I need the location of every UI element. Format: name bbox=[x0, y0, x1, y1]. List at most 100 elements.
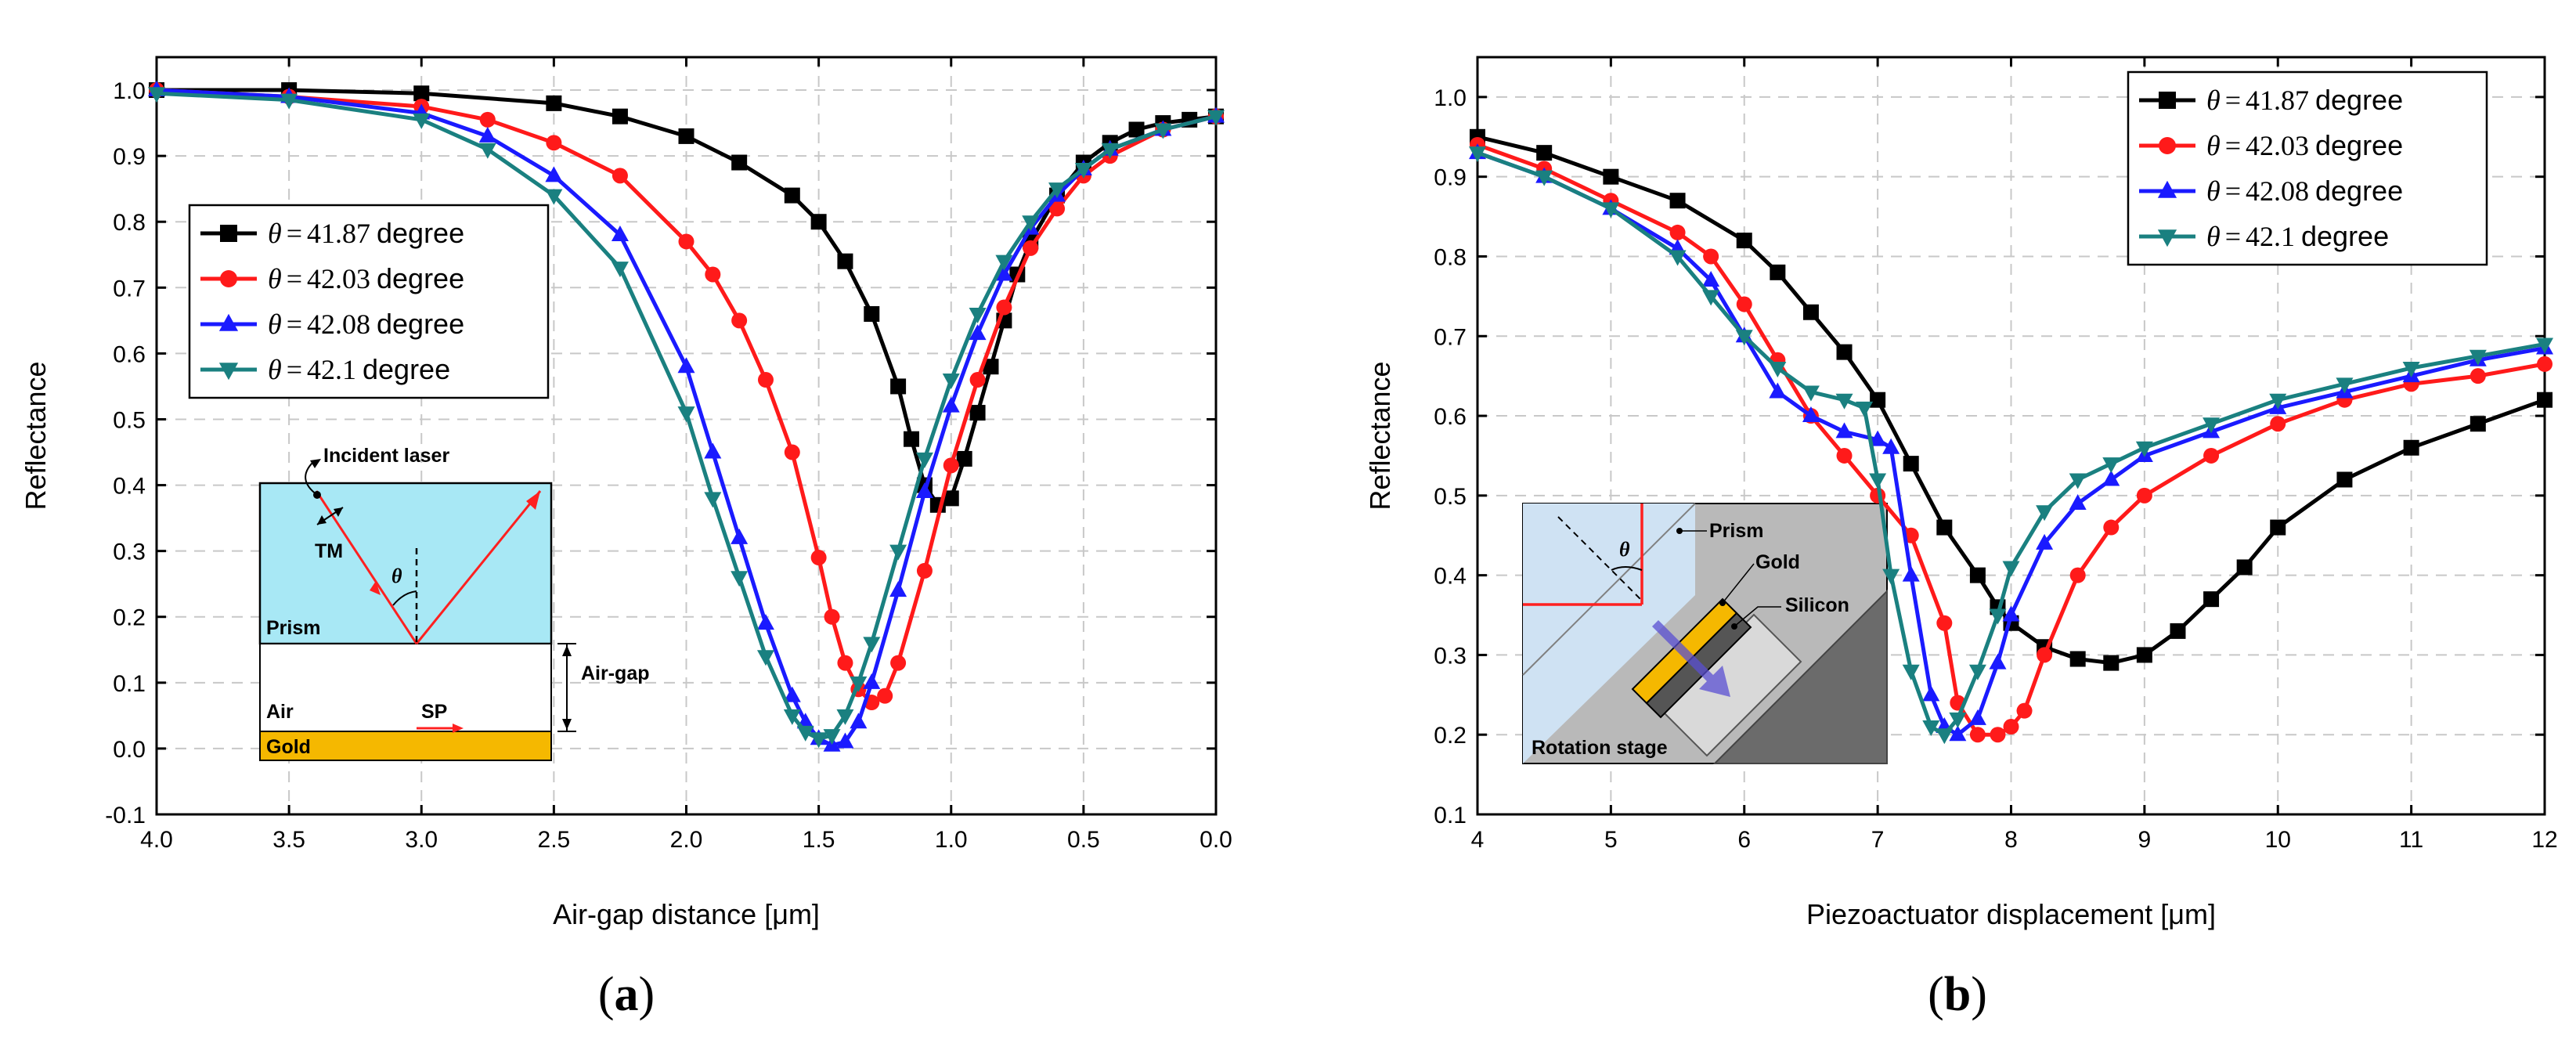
data-point bbox=[1049, 200, 1066, 217]
data-point bbox=[2069, 473, 2087, 489]
x-tick-label: 10 bbox=[2265, 827, 2291, 853]
y-tick-label: 1.0 bbox=[113, 78, 146, 104]
y-tick-label: -0.1 bbox=[105, 803, 146, 828]
x-tick-label: 1.5 bbox=[803, 827, 835, 853]
prism-region bbox=[1523, 504, 1695, 763]
legend-box bbox=[188, 204, 550, 399]
data-point bbox=[796, 725, 814, 742]
data-point bbox=[1023, 240, 1039, 256]
data-point bbox=[1602, 202, 1620, 218]
legend-marker bbox=[2157, 229, 2177, 247]
legend-theta: θ bbox=[2206, 175, 2221, 207]
data-point bbox=[1835, 422, 1853, 439]
legend-unit: degree bbox=[2301, 220, 2389, 252]
data-point bbox=[837, 253, 853, 269]
data-point bbox=[280, 93, 298, 110]
legend-marker bbox=[2159, 137, 2176, 154]
y-tick-label: 0.5 bbox=[113, 407, 146, 433]
x-tick-label: 2.0 bbox=[670, 827, 703, 853]
data-point bbox=[2203, 591, 2220, 608]
y-tick-label: 0.0 bbox=[113, 737, 146, 763]
data-point bbox=[1669, 193, 1686, 209]
data-point bbox=[612, 168, 628, 184]
data-point bbox=[1856, 401, 1874, 417]
y-tick-label: 0.8 bbox=[1434, 244, 1467, 270]
data-point bbox=[1802, 406, 1820, 423]
data-point bbox=[996, 299, 1012, 316]
y-tick-label: 0.3 bbox=[113, 540, 146, 565]
data-point bbox=[413, 113, 431, 129]
data-point bbox=[1968, 709, 1986, 725]
data-point bbox=[2069, 494, 2087, 511]
prism-face bbox=[1522, 503, 1696, 676]
legend-equals: = bbox=[287, 354, 302, 385]
data-point bbox=[969, 372, 986, 388]
normal-line bbox=[1557, 516, 1641, 600]
legend-value: 42.1 bbox=[307, 354, 356, 385]
data-point bbox=[784, 444, 800, 460]
data-point bbox=[2203, 417, 2221, 434]
inset-diagram: θ Prism Gold Silicon Rotation stage bbox=[1522, 503, 1888, 764]
legend-label: θ = 42.1 degree bbox=[268, 353, 450, 385]
data-point bbox=[890, 378, 907, 395]
data-point bbox=[1936, 615, 1953, 631]
motion-arrow bbox=[1652, 620, 1730, 697]
air-region bbox=[259, 643, 552, 732]
data-point bbox=[943, 490, 959, 507]
y-tick-label: 0.4 bbox=[1434, 564, 1467, 590]
theta-label: θ bbox=[391, 565, 402, 587]
data-point bbox=[1936, 519, 1953, 536]
y-tick-label: 1.0 bbox=[1434, 85, 1467, 111]
data-point bbox=[1535, 170, 1553, 186]
x-tick-label: 7 bbox=[1871, 827, 1885, 853]
data-point bbox=[545, 189, 563, 205]
legend-label: θ = 42.08 degree bbox=[268, 308, 464, 340]
data-point bbox=[2102, 457, 2120, 474]
data-point bbox=[2069, 651, 2086, 667]
data-point bbox=[756, 614, 774, 630]
airgap-arrowhead bbox=[562, 645, 572, 656]
panel-label-letter: a bbox=[615, 968, 639, 1021]
tm-arrowhead bbox=[317, 515, 327, 525]
data-point bbox=[2102, 470, 2120, 486]
data-point bbox=[545, 166, 563, 182]
data-point bbox=[2016, 702, 2033, 719]
data-point bbox=[1669, 224, 1686, 240]
legend-value: 42.08 bbox=[2246, 175, 2309, 207]
y-tick-label: 0.9 bbox=[1434, 165, 1467, 191]
prism-label: Prism bbox=[266, 617, 320, 639]
legend-unit: degree bbox=[377, 217, 464, 249]
x-tick-label: 8 bbox=[2004, 827, 2018, 853]
legend-marker bbox=[220, 225, 237, 242]
panel-label-open: ( bbox=[598, 968, 615, 1021]
legend-label: θ = 42.03 degree bbox=[268, 262, 464, 294]
data-point bbox=[478, 143, 496, 159]
data-point bbox=[1101, 143, 1119, 159]
data-point bbox=[677, 357, 695, 374]
data-point bbox=[1735, 330, 1753, 346]
data-point bbox=[810, 214, 827, 230]
legend-theta: θ bbox=[2206, 221, 2221, 252]
data-point bbox=[546, 135, 562, 151]
legend-unit: degree bbox=[377, 262, 464, 294]
data-point bbox=[546, 95, 562, 111]
data-point bbox=[2270, 416, 2286, 432]
data-point bbox=[1769, 361, 1787, 377]
data-point bbox=[1990, 727, 2006, 743]
data-point bbox=[678, 128, 695, 144]
legend-theta: θ bbox=[268, 354, 282, 385]
y-tick-label: 0.9 bbox=[113, 144, 146, 170]
y-tick-label: 0.7 bbox=[113, 276, 146, 301]
chart-panel-b: 4 5 6 7 8 9 10 11 12 0.1 0.2 0.3 0.4 0.5 0.6 0.7 0.8 0.9 1… bbox=[1364, 56, 2558, 1021]
data-point bbox=[1154, 123, 1172, 139]
data-point bbox=[2269, 393, 2287, 410]
data-point bbox=[2103, 655, 2120, 671]
legend-unit: degree bbox=[2315, 175, 2403, 207]
y-tick-label: 0.2 bbox=[1434, 723, 1467, 749]
data-point bbox=[1969, 727, 1986, 743]
series-triangle-down bbox=[1469, 146, 2553, 745]
legend-equals: = bbox=[287, 263, 302, 294]
data-point bbox=[942, 374, 960, 390]
data-point bbox=[479, 111, 496, 128]
